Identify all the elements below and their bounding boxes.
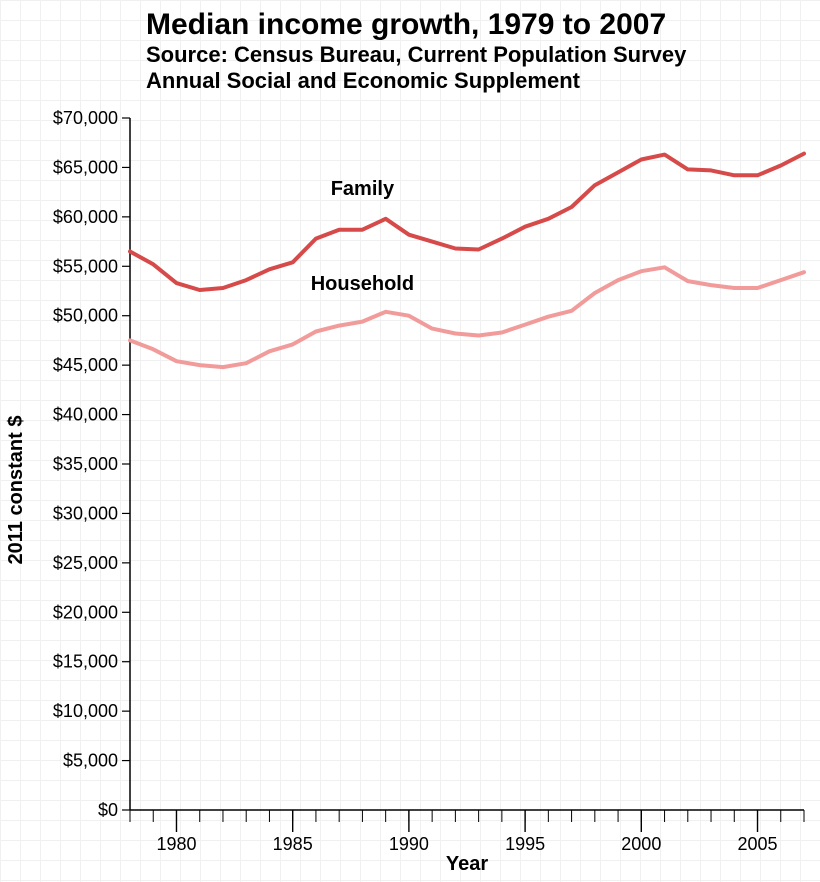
x-tick-label: 1990 bbox=[389, 834, 429, 854]
y-tick-label: $15,000 bbox=[53, 652, 118, 672]
y-tick-label: $0 bbox=[98, 800, 118, 820]
y-tick-label: $55,000 bbox=[53, 256, 118, 276]
y-tick-label: $30,000 bbox=[53, 503, 118, 523]
y-tick-label: $25,000 bbox=[53, 553, 118, 573]
x-tick-label: 1985 bbox=[273, 834, 313, 854]
series-label-household: Household bbox=[311, 273, 414, 295]
series-label-family: Family bbox=[331, 178, 395, 200]
y-tick-label: $70,000 bbox=[53, 108, 118, 128]
x-axis-label: Year bbox=[446, 853, 488, 875]
x-tick-label: 2005 bbox=[737, 834, 777, 854]
y-tick-label: $40,000 bbox=[53, 405, 118, 425]
y-tick-label: $20,000 bbox=[53, 602, 118, 622]
y-axis-label: 2011 constant $ bbox=[5, 416, 27, 565]
chart-title: Median income growth, 1979 to 2007 bbox=[146, 8, 666, 41]
x-tick-label: 1995 bbox=[505, 834, 545, 854]
y-tick-label: $35,000 bbox=[53, 454, 118, 474]
series-line-family bbox=[130, 154, 804, 290]
median-income-chart: $0 $5,000 $10,000 $15,000 $20,000 $25,000 $30,… bbox=[0, 0, 820, 882]
y-tick-label: $45,000 bbox=[53, 355, 118, 375]
chart-subtitle-line-1: Source: Census Bureau, Current Populatio… bbox=[146, 42, 687, 67]
x-tick-label: 2000 bbox=[621, 834, 661, 854]
y-tick-label: $10,000 bbox=[53, 701, 118, 721]
y-tick-label: $50,000 bbox=[53, 306, 118, 326]
y-tick-label: $60,000 bbox=[53, 207, 118, 227]
y-tick-label: $5,000 bbox=[63, 751, 118, 771]
x-tick-label: 1980 bbox=[156, 834, 196, 854]
chart-subtitle-line-2: Annual Social and Economic Supplement bbox=[146, 68, 581, 93]
y-tick-label: $65,000 bbox=[53, 157, 118, 177]
series-line-household bbox=[130, 267, 804, 367]
